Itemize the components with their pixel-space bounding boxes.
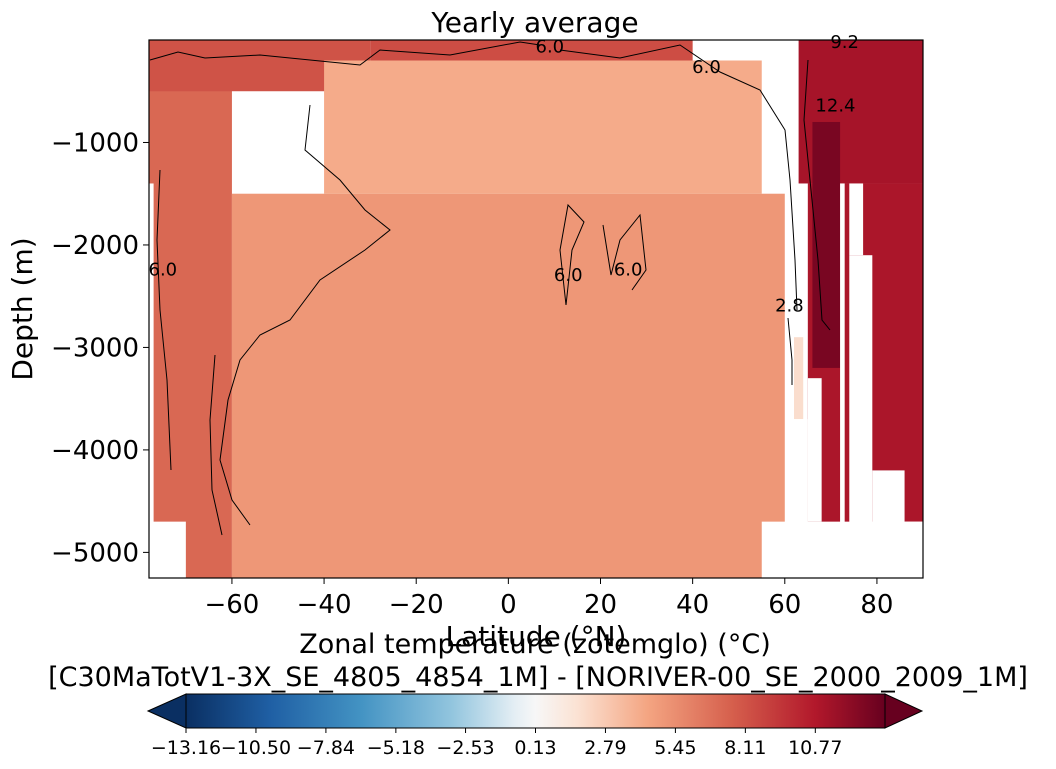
contour-label: 6.0 — [614, 260, 643, 281]
land-mask-antarctic-bottom — [149, 521, 186, 578]
colorbar-extend-min — [146, 693, 187, 729]
colorbar-label-line2: [C30MaTotV1-3X_SE_4805_4854_1M] - [NORIV… — [48, 662, 1028, 693]
land-mask-antarctic-edge — [149, 183, 154, 578]
colorbar-tick-label: 5.45 — [654, 737, 696, 759]
colorbar-body — [185, 693, 886, 729]
colorbar-tick-label: 10.77 — [788, 737, 842, 759]
colorbar-tick-label: 8.11 — [724, 737, 766, 759]
field-region-tropical_surface — [370, 40, 693, 61]
x-tick-label: 60 — [768, 590, 801, 620]
chart-title: Yearly average — [430, 6, 638, 39]
y-tick-label: −3000 — [51, 333, 139, 363]
x-tick-label: 40 — [676, 590, 709, 620]
y-tick-label: −1000 — [51, 128, 139, 158]
colorbar-tick-label: −2.53 — [436, 737, 494, 759]
x-tick-label: −20 — [389, 590, 444, 620]
contour-line-6-main — [149, 41, 798, 526]
plot-frame — [148, 39, 924, 579]
contour-label: 6.0 — [149, 260, 178, 281]
contour-labels: 6.0 6.0 6.0 6.0 6.0 2.8 12.4 9.2 — [149, 32, 859, 316]
colorbar-tick-label: −7.84 — [297, 737, 355, 759]
colorbar: −13.16 −10.50 −7.84 −5.18 −2.53 0.13 2.79 5.45 8… — [146, 693, 924, 759]
x-axis-label: Latitude (°N) — [446, 620, 627, 653]
y-tick-label: −5000 — [51, 538, 139, 568]
contour-label: 2.8 — [775, 296, 804, 317]
x-tick-label: 20 — [584, 590, 617, 620]
land-mask-ridge — [807, 378, 822, 522]
field-region-subsurface_band — [324, 60, 762, 194]
land-mask-sill-bottom — [761, 521, 808, 578]
land-mask-arctic-bottom — [872, 470, 905, 578]
contour-line-12-4 — [803, 59, 831, 331]
x-axis: −60 −40 −20 0 20 40 60 80 — [204, 578, 893, 620]
contour-label: 6.0 — [692, 57, 721, 78]
y-axis-label: Depth (m) — [6, 237, 39, 380]
field-region-high_lat_core — [812, 121, 841, 368]
y-tick-label: −2000 — [51, 231, 139, 261]
colorbar-tick-label: −13.16 — [151, 737, 221, 759]
field-region-nordic_edge — [794, 337, 804, 420]
land-mask-gap-2 — [849, 183, 864, 256]
colorbar-tick-label: 2.79 — [584, 737, 626, 759]
field-region-interior — [231, 193, 785, 578]
x-tick-label: 0 — [500, 590, 517, 620]
colorbar-tick-label: −5.18 — [367, 737, 425, 759]
land-mask-gap-1 — [840, 183, 845, 578]
land-mask-pole-bottom — [904, 521, 923, 578]
contour-label: 6.0 — [554, 265, 583, 286]
contour-line-6-mid1 — [559, 203, 585, 306]
contour-line-6-southern — [156, 169, 223, 536]
contour-line-2-8 — [787, 317, 793, 385]
contour-label: 9.2 — [830, 32, 859, 53]
plot-area: 6.0 6.0 6.0 6.0 6.0 2.8 12.4 9.2 — [148, 32, 924, 579]
contour-lines — [149, 41, 831, 536]
y-tick-label: −4000 — [51, 436, 139, 466]
colorbar-tick-label: 0.13 — [514, 737, 556, 759]
colorbar-ticks: −13.16 −10.50 −7.84 −5.18 −2.53 0.13 2.79 5.45 8… — [151, 728, 843, 759]
x-tick-label: −60 — [204, 590, 259, 620]
land-mask-gap-3 — [849, 255, 873, 578]
field-region-southern_ocean_west — [149, 40, 232, 578]
land-mask-sill — [789, 419, 808, 522]
colorbar-tick-label: −10.50 — [221, 737, 291, 759]
contour-label: 12.4 — [815, 96, 855, 117]
colorbar-extend-max — [884, 693, 924, 729]
contour-line-6-mid2 — [602, 213, 647, 291]
x-tick-label: −40 — [297, 590, 352, 620]
y-axis: −1000 −2000 −3000 −4000 −5000 — [51, 128, 149, 568]
contour-label: 6.0 — [536, 36, 565, 57]
temperature-field — [149, 40, 923, 578]
x-tick-label: 80 — [860, 590, 893, 620]
colorbar-label-line1: Zonal temperature (zotemglo) (°C) — [299, 629, 770, 660]
